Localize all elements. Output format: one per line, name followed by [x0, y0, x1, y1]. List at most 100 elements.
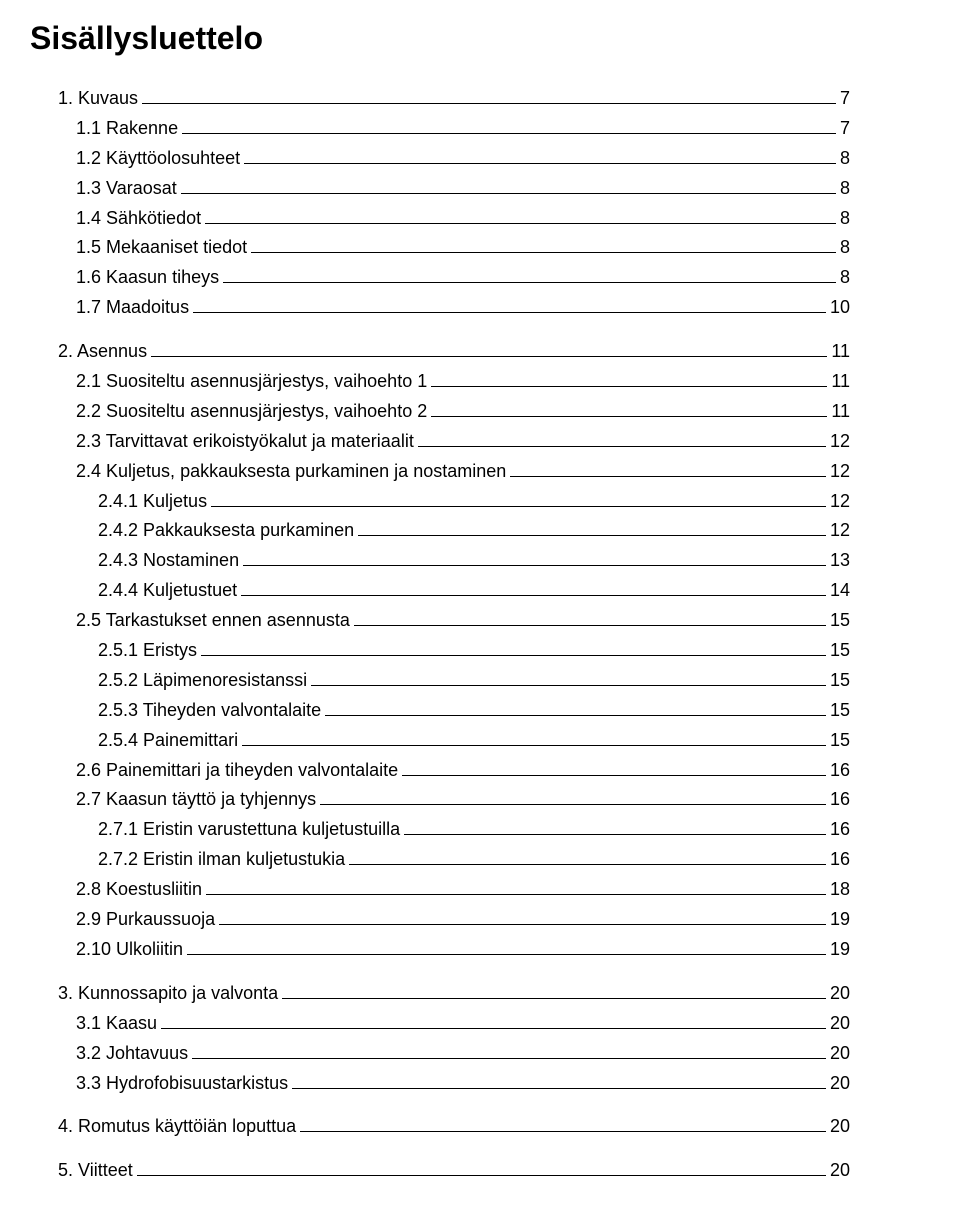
toc-entry-label: 3. Kunnossapito ja valvonta — [58, 980, 278, 1008]
toc-entry-label: 2.8 Koestusliitin — [76, 876, 202, 904]
toc-entry: 2.10 Ulkoliitin 19 — [30, 936, 850, 964]
toc-entry-label: 2.4.3 Nostaminen — [98, 547, 239, 575]
toc-entry-label: 2.5.1 Eristys — [98, 637, 197, 665]
toc-leader-line — [244, 163, 836, 164]
toc-entry: 2.2 Suositeltu asennusjärjestys, vaihoeh… — [30, 398, 850, 426]
toc-leader-line — [201, 655, 826, 656]
toc-entry-label: 3.1 Kaasu — [76, 1010, 157, 1038]
toc-entry-page: 8 — [840, 234, 850, 262]
toc-entry: 1.2 Käyttöolosuhteet8 — [30, 145, 850, 173]
toc-entry-page: 15 — [830, 727, 850, 755]
toc-entry-label: 2.5 Tarkastukset ennen asennusta — [76, 607, 350, 635]
toc-entry: 2.4.4 Kuljetustuet14 — [30, 577, 850, 605]
toc-entry-label: 1.6 Kaasun tiheys — [76, 264, 219, 292]
toc-entry: 2.3 Tarvittavat erikoistyökalut ja mater… — [30, 428, 850, 456]
toc-entry-page: 16 — [830, 786, 850, 814]
toc-entry-label: 2.9 Purkaussuoja — [76, 906, 215, 934]
toc-leader-line — [431, 386, 827, 387]
toc-entry: 4. Romutus käyttöiän loputtua20 — [30, 1113, 850, 1141]
toc-entry-page: 14 — [830, 577, 850, 605]
toc-entry: 2.4 Kuljetus, pakkauksesta purkaminen ja… — [30, 458, 850, 486]
toc-entry-page: 19 — [830, 906, 850, 934]
toc-leader-line — [418, 446, 826, 447]
toc-entry-label: 2.7.2 Eristin ilman kuljetustukia — [98, 846, 345, 874]
toc-entry-label: 2.7.1 Eristin varustettuna kuljetustuill… — [98, 816, 400, 844]
toc-entry-label: 1.7 Maadoitus — [76, 294, 189, 322]
toc-leader-line — [219, 924, 826, 925]
toc-entry-page: 12 — [830, 488, 850, 516]
toc-entry-page: 15 — [830, 697, 850, 725]
toc-entry-page: 8 — [840, 264, 850, 292]
toc-entry: 2.5.3 Tiheyden valvontalaite 15 — [30, 697, 850, 725]
toc-entry: 3.1 Kaasu 20 — [30, 1010, 850, 1038]
toc-entry-page: 19 — [830, 936, 850, 964]
toc-entry-page: 7 — [840, 85, 850, 113]
toc-entry-label: 1.5 Mekaaniset tiedot — [76, 234, 247, 262]
toc-entry-label: 2. Asennus — [58, 338, 147, 366]
toc-entry: 1. Kuvaus 7 — [30, 85, 850, 113]
toc-entry: 2.4.3 Nostaminen 13 — [30, 547, 850, 575]
toc-entry-page: 20 — [830, 980, 850, 1008]
toc-entry-label: 1.1 Rakenne — [76, 115, 178, 143]
toc-entry-page: 20 — [830, 1040, 850, 1068]
toc-leader-line — [431, 416, 827, 417]
toc-entry-page: 15 — [830, 607, 850, 635]
toc-leader-line — [161, 1028, 826, 1029]
toc-entry-page: 8 — [840, 205, 850, 233]
toc-entry-label: 2.4.1 Kuljetus — [98, 488, 207, 516]
toc-entry: 2.8 Koestusliitin18 — [30, 876, 850, 904]
toc-entry-page: 12 — [830, 428, 850, 456]
toc-leader-line — [311, 685, 826, 686]
toc-leader-line — [300, 1131, 826, 1132]
toc-leader-line — [151, 356, 827, 357]
toc-leader-line — [404, 834, 826, 835]
toc-entry-label: 1. Kuvaus — [58, 85, 138, 113]
toc-entry: 2.6 Painemittari ja tiheyden valvontalai… — [30, 757, 850, 785]
toc-entry-label: 2.5.2 Läpimenoresistanssi — [98, 667, 307, 695]
toc-leader-line — [241, 595, 826, 596]
toc-entry: 1.7 Maadoitus10 — [30, 294, 850, 322]
toc-entry-page: 16 — [830, 816, 850, 844]
toc-entry: 2.7 Kaasun täyttö ja tyhjennys16 — [30, 786, 850, 814]
toc-leader-line — [211, 506, 826, 507]
toc-leader-line — [242, 745, 826, 746]
toc-entry-label: 2.4.2 Pakkauksesta purkaminen — [98, 517, 354, 545]
toc-entry: 2.4.1 Kuljetus 12 — [30, 488, 850, 516]
toc-entry-page: 13 — [830, 547, 850, 575]
toc-entry-page: 15 — [830, 637, 850, 665]
toc-entry: 3. Kunnossapito ja valvonta 20 — [30, 980, 850, 1008]
toc-leader-line — [243, 565, 826, 566]
toc-leader-line — [206, 894, 826, 895]
toc-entry: 2.7.1 Eristin varustettuna kuljetustuill… — [30, 816, 850, 844]
toc-entry-label: 2.5.4 Painemittari — [98, 727, 238, 755]
toc-leader-line — [251, 252, 836, 253]
toc-entry-label: 2.6 Painemittari ja tiheyden valvontalai… — [76, 757, 398, 785]
toc-entry: 2. Asennus 11 — [30, 338, 850, 366]
toc-entry-label: 3.3 Hydrofobisuustarkistus — [76, 1070, 288, 1098]
toc-entry-page: 20 — [830, 1070, 850, 1098]
toc-entry-page: 20 — [830, 1010, 850, 1038]
toc-leader-line — [510, 476, 826, 477]
toc-entry: 5. Viitteet20 — [30, 1157, 850, 1185]
toc-entry: 2.5.1 Eristys 15 — [30, 637, 850, 665]
toc-leader-line — [402, 775, 826, 776]
toc-entry-page: 12 — [830, 517, 850, 545]
toc-entry-label: 3.2 Johtavuus — [76, 1040, 188, 1068]
toc-entry: 2.5 Tarkastukset ennen asennusta 15 — [30, 607, 850, 635]
toc-entry-label: 2.4 Kuljetus, pakkauksesta purkaminen ja… — [76, 458, 506, 486]
toc-entry-label: 2.5.3 Tiheyden valvontalaite — [98, 697, 321, 725]
toc-entry-label: 1.3 Varaosat — [76, 175, 177, 203]
toc-entry-label: 2.10 Ulkoliitin — [76, 936, 183, 964]
toc-leader-line — [187, 954, 826, 955]
toc-entry-label: 4. Romutus käyttöiän loputtua — [58, 1113, 296, 1141]
document-page: Sisällysluettelo 1. Kuvaus71.1 Rakenne71… — [0, 0, 960, 1207]
toc-entry-page: 11 — [831, 338, 850, 366]
toc-entry-label: 2.2 Suositeltu asennusjärjestys, vaihoeh… — [76, 398, 427, 426]
toc-entry-label: 1.2 Käyttöolosuhteet — [76, 145, 240, 173]
toc-leader-line — [292, 1088, 826, 1089]
toc-leader-line — [205, 223, 836, 224]
toc-leader-line — [282, 998, 826, 999]
toc-entry: 2.1 Suositeltu asennusjärjestys, vaihoeh… — [30, 368, 850, 396]
toc-entry-page: 7 — [840, 115, 850, 143]
toc-leader-line — [354, 625, 826, 626]
